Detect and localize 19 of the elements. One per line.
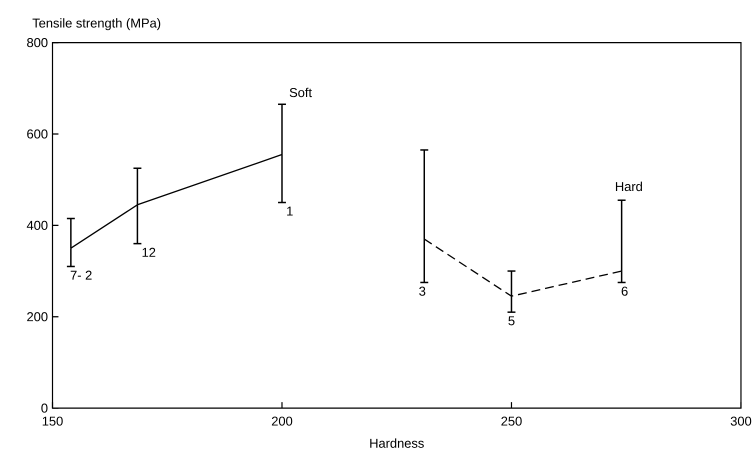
x-axis-title: Hardness: [370, 438, 424, 448]
annotation: Hard: [616, 182, 642, 192]
y-axis-title: Tensile strength (MPa): [32, 18, 160, 30]
annotation: 6: [622, 286, 628, 296]
annotation: 5: [508, 316, 515, 326]
x-tick-label: 200: [272, 416, 292, 426]
x-tick-label: 300: [730, 416, 752, 426]
annotation: 12: [142, 248, 156, 258]
y-tick-label: 200: [27, 312, 48, 322]
y-tick-label: 0: [41, 404, 48, 413]
y-tick-label: 600: [27, 130, 48, 139]
annotation: Soft: [290, 88, 312, 98]
x-tick-label: 250: [501, 416, 522, 426]
annotation: 7- 2: [70, 270, 92, 280]
y-tick-label: 800: [27, 38, 48, 48]
y-tick-label: 400: [26, 221, 48, 230]
annotation: 3: [419, 286, 426, 296]
x-tick-label: 150: [42, 416, 63, 426]
annotation: 1: [287, 206, 293, 216]
